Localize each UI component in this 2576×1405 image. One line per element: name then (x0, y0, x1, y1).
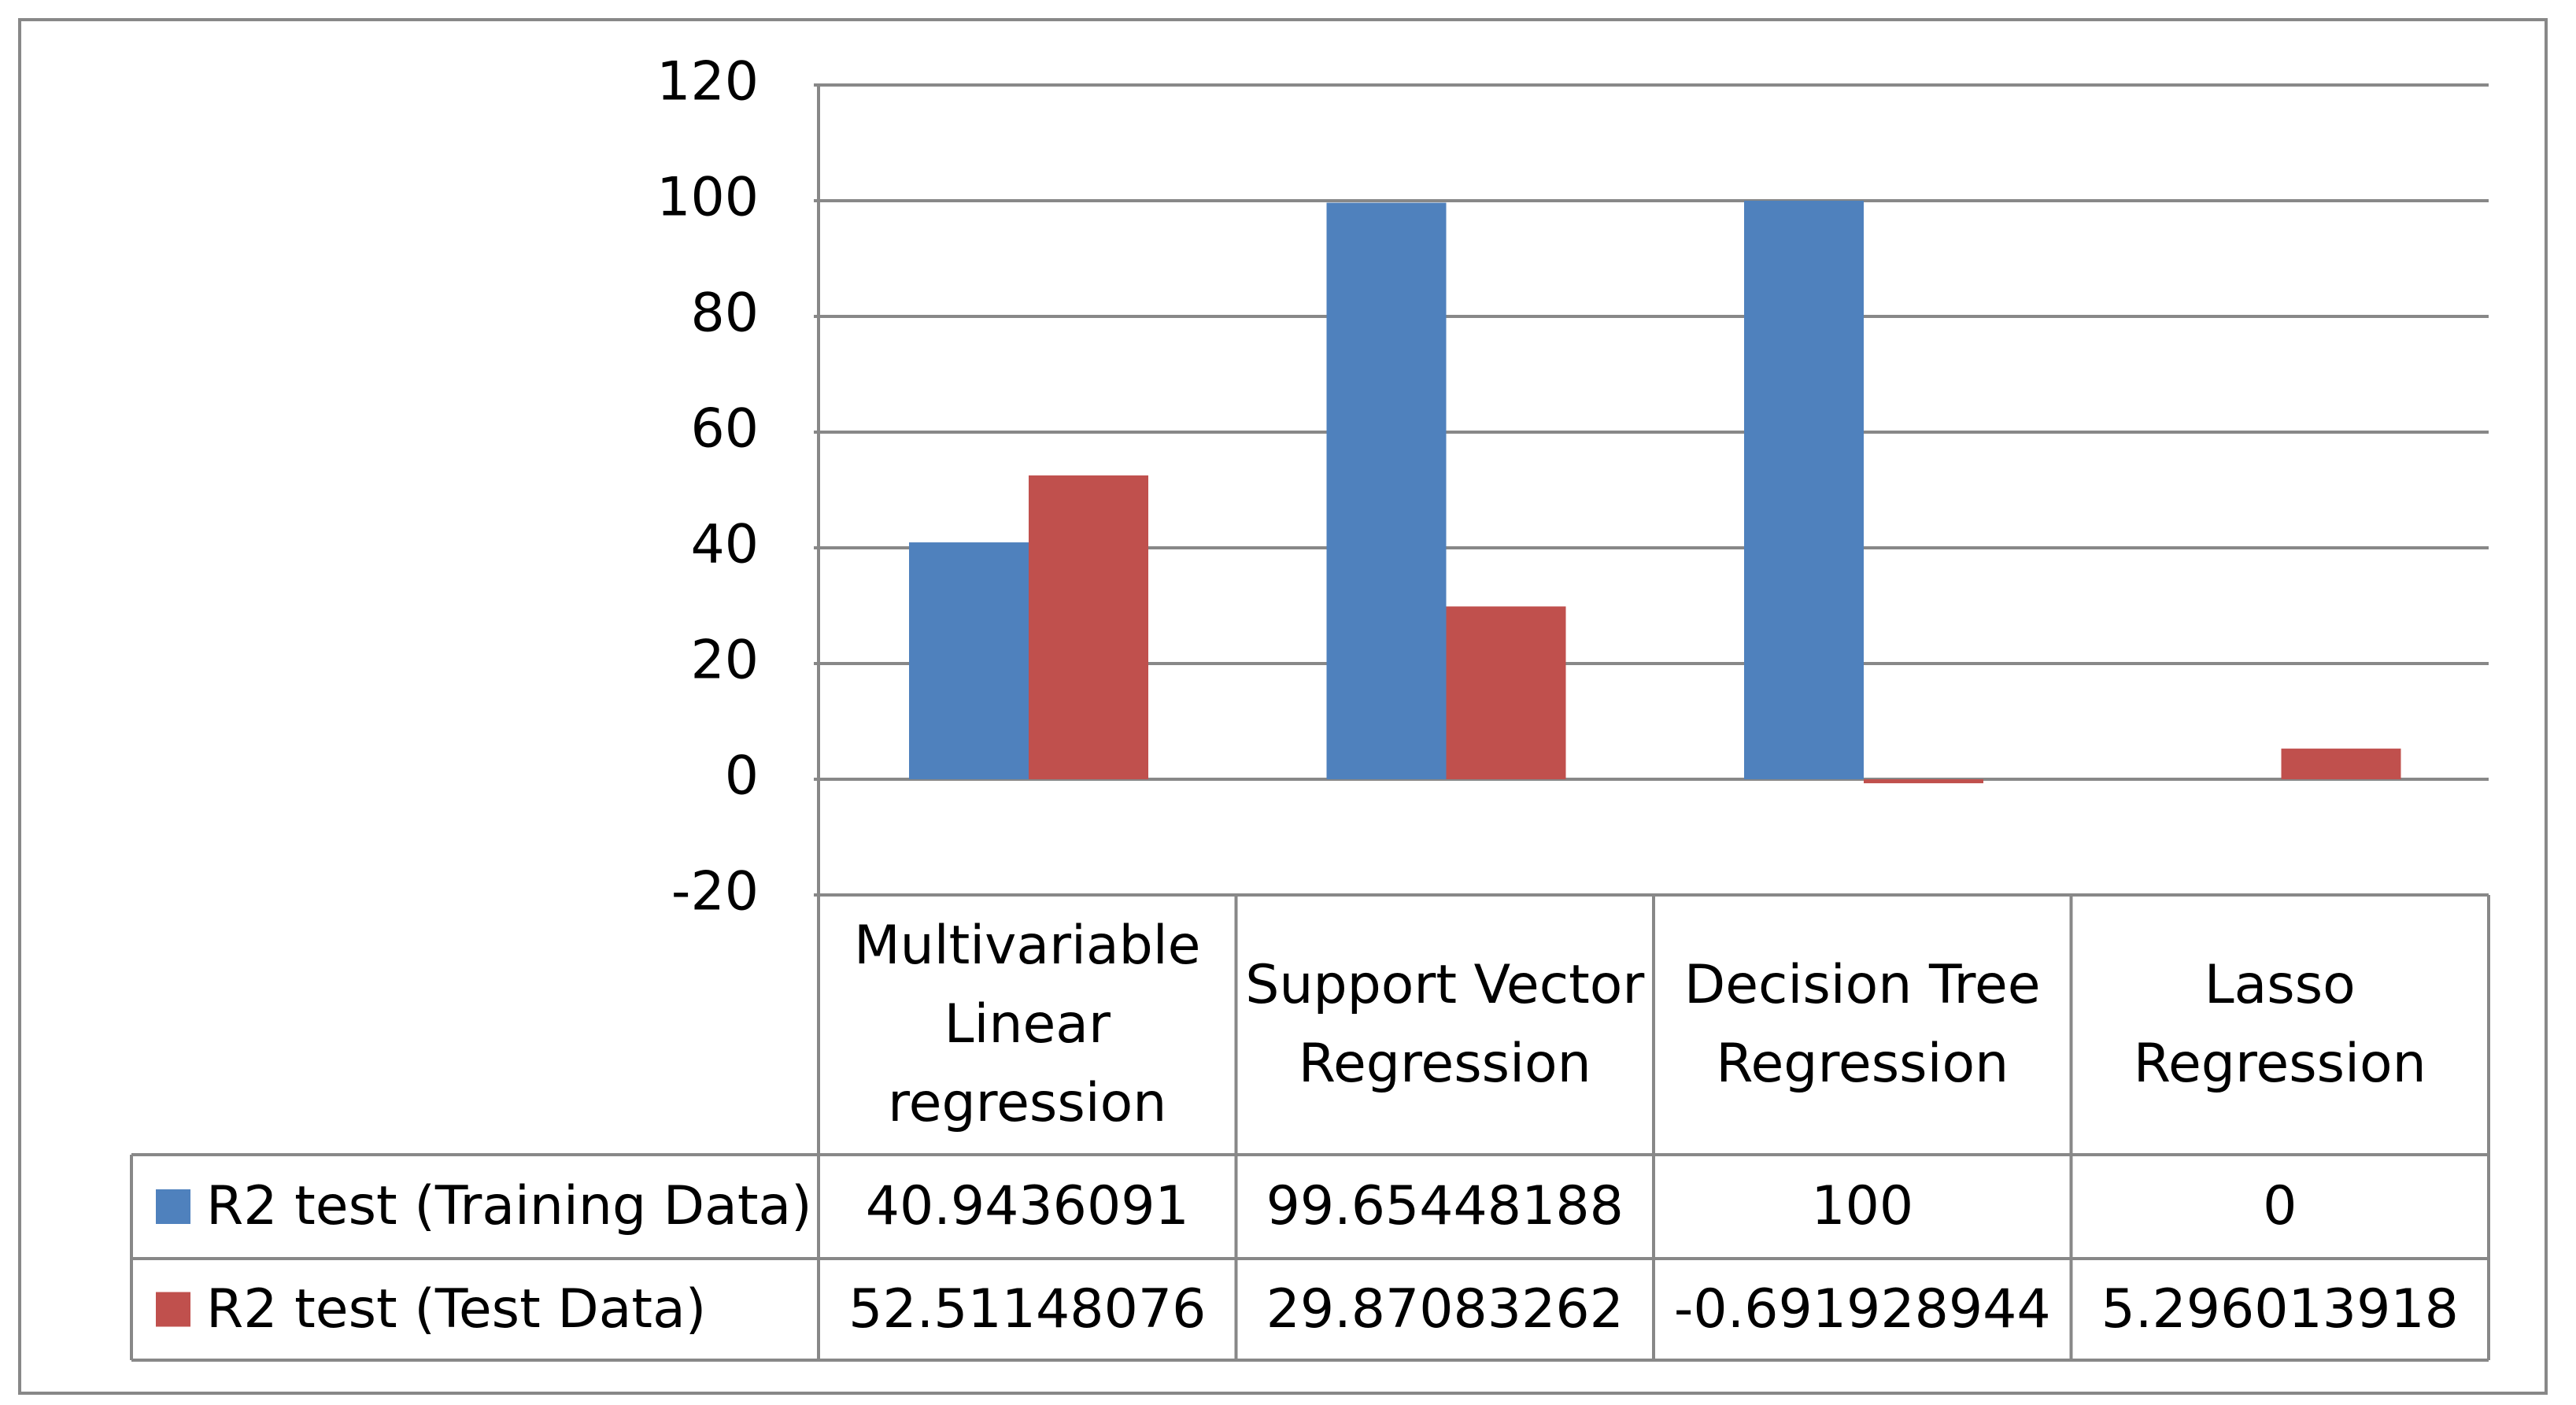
y-tick-label: 100 (656, 167, 759, 229)
x-tick-label: Multivariable Linear regression (853, 915, 1201, 1134)
legend-swatch (156, 1292, 190, 1327)
bar (1864, 779, 1983, 784)
table-value: 52.51148076 (848, 1277, 1207, 1340)
y-tick-label: 40 (690, 514, 759, 576)
chart-border (18, 18, 2548, 1395)
table-value: 0 (2263, 1175, 2297, 1237)
y-tick-label: 120 (656, 51, 759, 113)
table-value: 5.296013918 (2101, 1277, 2459, 1340)
y-tick-label: 80 (690, 283, 759, 345)
bar (2281, 749, 2401, 779)
table-value: -0.691928944 (1673, 1277, 2051, 1340)
legend-label: R2 test (Training Data) (206, 1175, 812, 1237)
bar (909, 542, 1029, 779)
table-value: 40.9436091 (865, 1175, 1189, 1237)
table-value: 100 (1811, 1175, 1914, 1237)
bar (1446, 606, 1566, 779)
x-tick-label: Lasso Regression (2133, 954, 2426, 1095)
y-tick-label: 60 (690, 398, 759, 460)
bar (1744, 201, 1864, 779)
x-tick-label: Decision Tree Regression (1683, 954, 2041, 1095)
table-value: 29.87083262 (1266, 1277, 1624, 1340)
bar (1029, 475, 1148, 779)
y-tick-label: 20 (690, 630, 759, 692)
x-tick-label: Support Vector Regression (1245, 954, 1645, 1095)
table-value: 99.65448188 (1266, 1175, 1624, 1237)
y-tick-label: 0 (725, 745, 759, 808)
legend-label: R2 test (Test Data) (206, 1277, 707, 1340)
bar (1326, 202, 1447, 779)
y-tick-label: -20 (671, 861, 759, 923)
legend-swatch (156, 1189, 190, 1224)
